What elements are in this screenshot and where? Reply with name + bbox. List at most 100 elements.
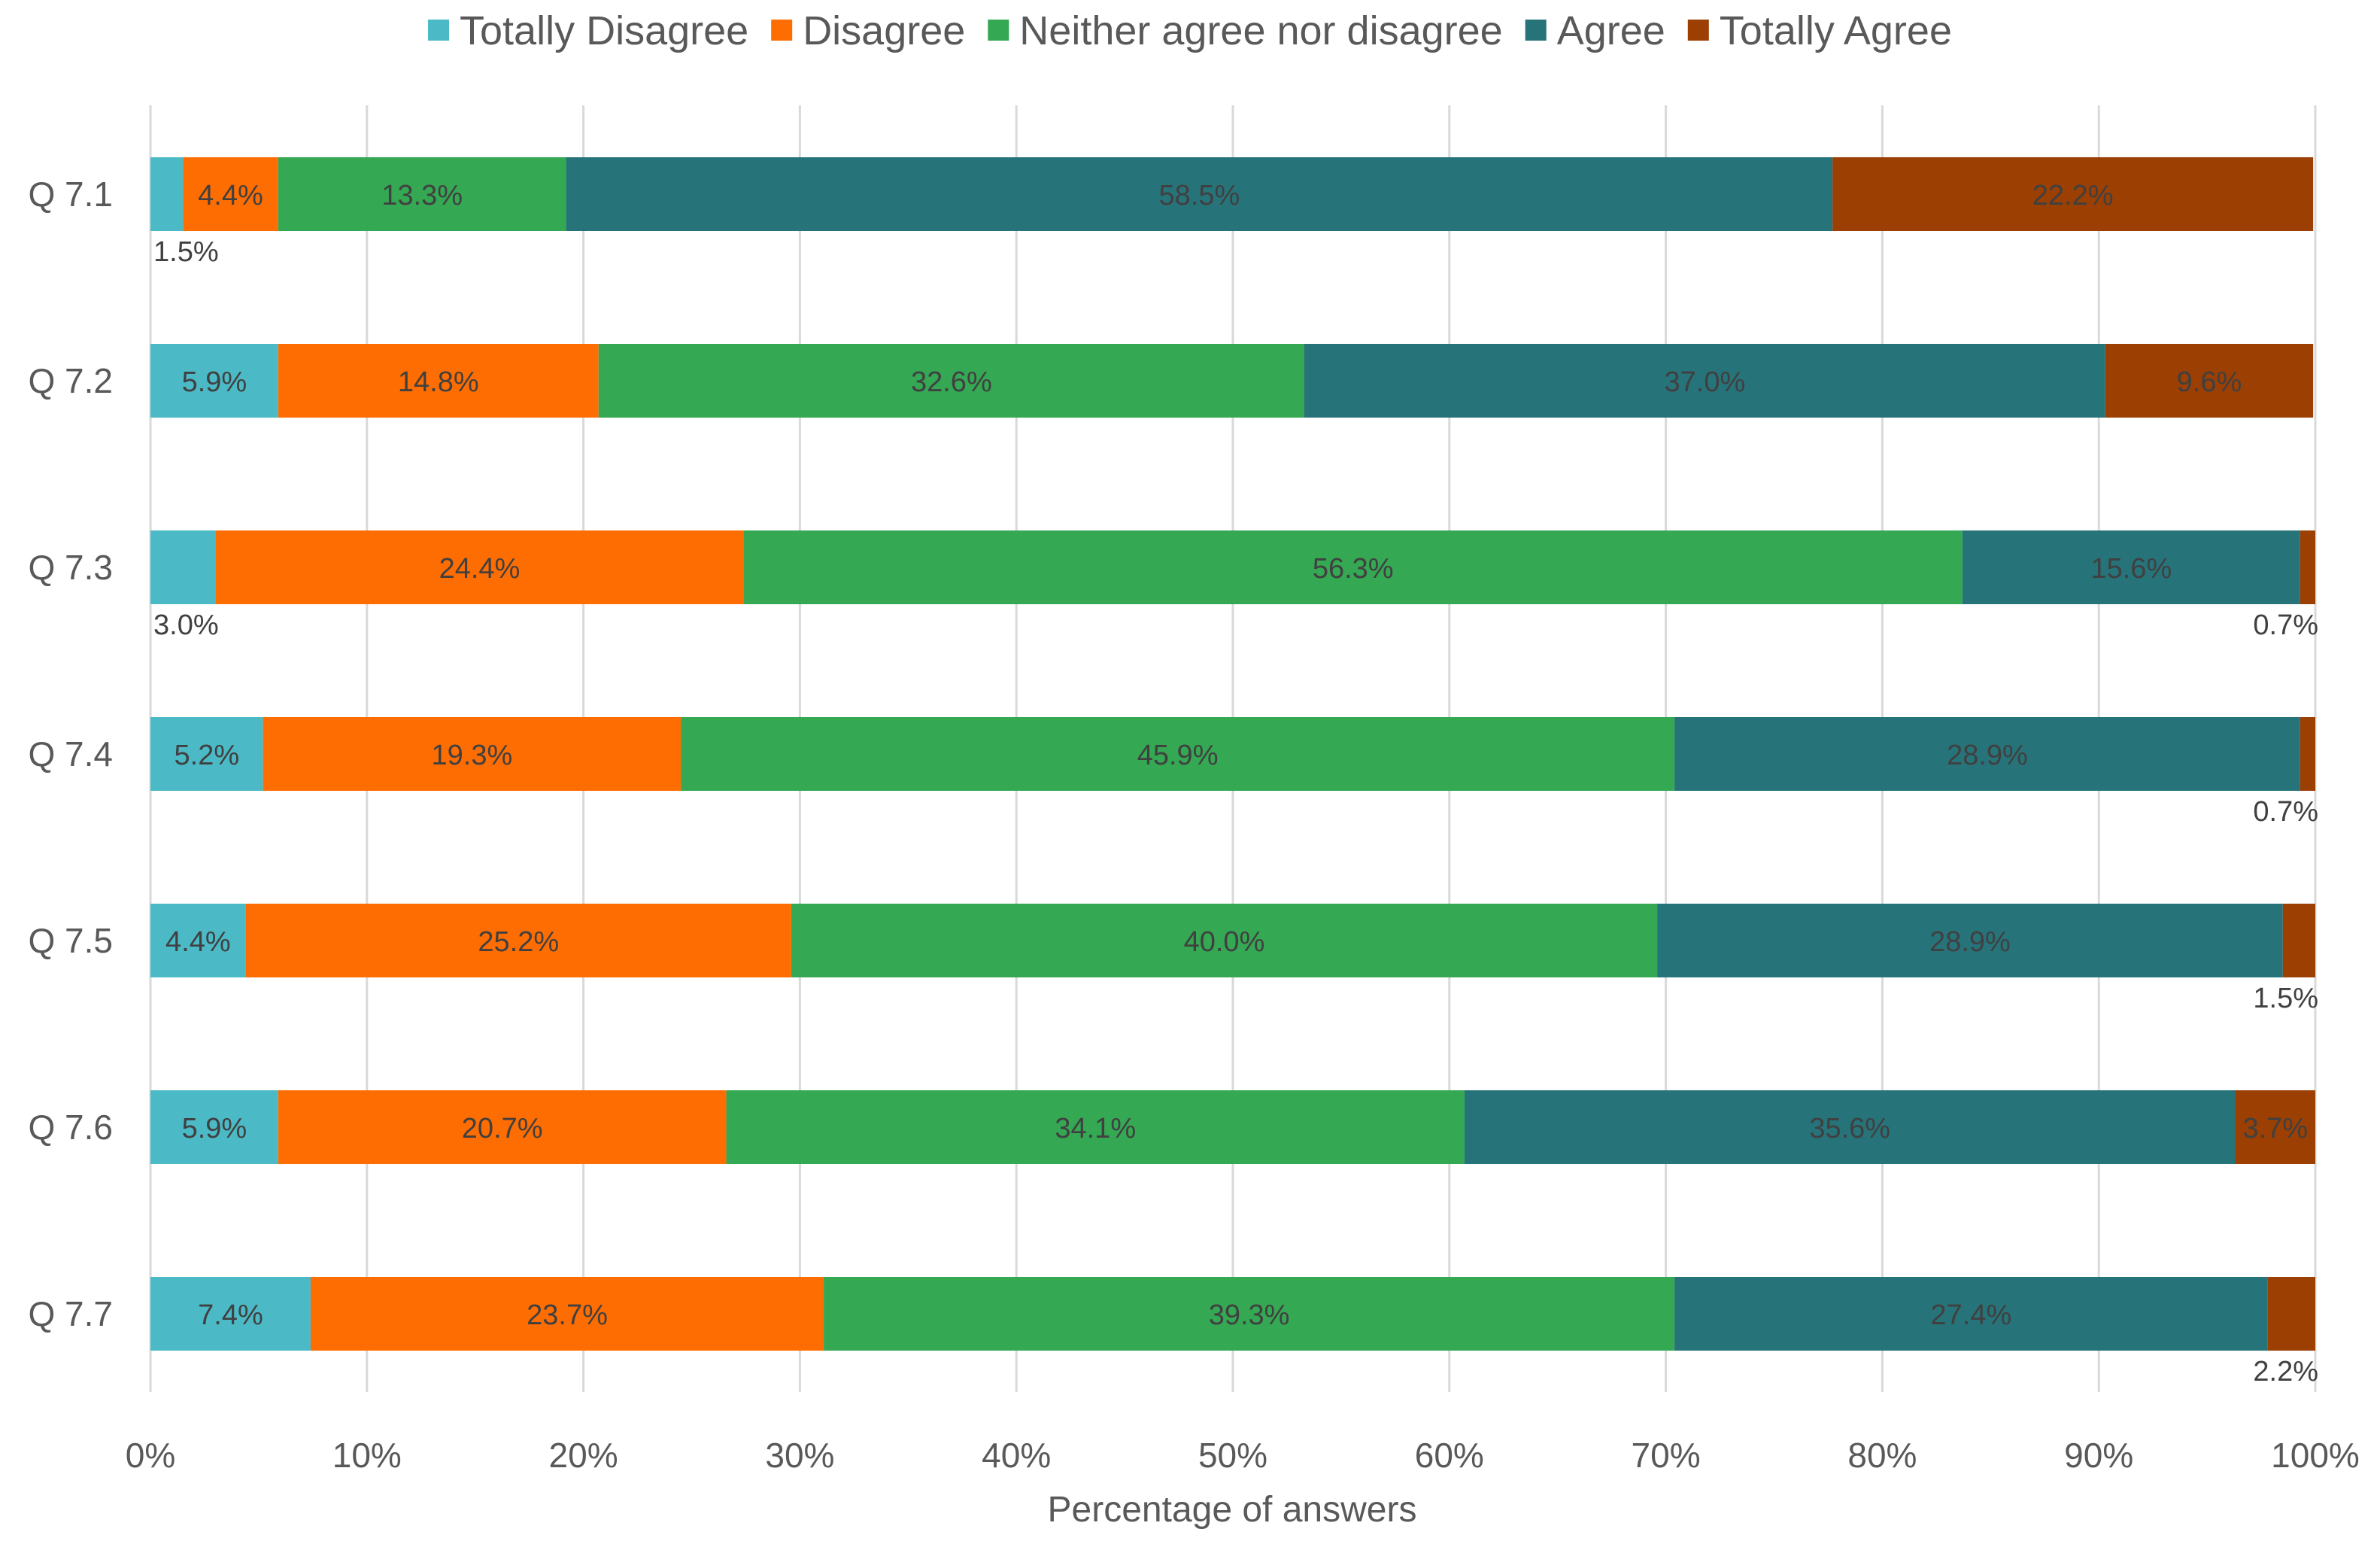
- data-label: 25.2%: [478, 926, 559, 958]
- bar-segment: [681, 717, 1675, 791]
- category-label: Q 7.7: [28, 1294, 113, 1333]
- bar-segment: [2267, 1277, 2315, 1351]
- data-label: 19.3%: [432, 740, 513, 771]
- bar-segment: [263, 717, 682, 791]
- bar-segment: [245, 904, 791, 977]
- data-label: 15.6%: [2090, 553, 2172, 585]
- bar-segment: [150, 1277, 311, 1351]
- bar-segment: [2282, 904, 2315, 977]
- data-label: 28.9%: [1929, 926, 2011, 958]
- bar-segment: [726, 1090, 1465, 1164]
- legend-swatch: [988, 20, 1009, 41]
- x-tick-label: 0%: [126, 1436, 175, 1475]
- data-label: 5.9%: [182, 366, 247, 398]
- data-label: 23.7%: [527, 1299, 608, 1331]
- data-label: 0.7%: [2253, 609, 2318, 641]
- category-label: Q 7.1: [28, 175, 113, 214]
- bar-segment: [2235, 1090, 2315, 1164]
- x-tick-label: 40%: [982, 1436, 1051, 1475]
- data-label: 14.8%: [398, 366, 479, 398]
- data-label: 32.6%: [911, 366, 992, 398]
- x-tick-label: 70%: [1632, 1436, 1701, 1475]
- data-label: 39.3%: [1209, 1299, 1290, 1331]
- data-label: 5.9%: [182, 1113, 247, 1144]
- bar-segment: [1674, 717, 2300, 791]
- data-label: 3.7%: [2242, 1113, 2308, 1144]
- legend-swatch: [428, 20, 450, 41]
- legend-label: Agree: [1557, 8, 1665, 53]
- data-label: 20.7%: [462, 1113, 543, 1144]
- data-label: 58.5%: [1159, 180, 1240, 211]
- legend-label: Totally Agree: [1720, 8, 1952, 53]
- bar-segment: [824, 1277, 1675, 1351]
- bar-segment: [791, 904, 1658, 977]
- data-label: 24.4%: [439, 553, 521, 585]
- data-label: 9.6%: [2177, 366, 2242, 398]
- data-label: 4.4%: [165, 926, 231, 958]
- x-axis-ticks: 0% 10% 20% 30% 40% 50% 60% 70% 80% 90% 100%: [126, 1436, 2360, 1475]
- data-label: 13.3%: [381, 180, 463, 211]
- bar-segment: [150, 717, 263, 791]
- bar-segment: [150, 904, 246, 977]
- data-label: 56.3%: [1313, 553, 1394, 585]
- category-labels: Q 7.1 Q 7.2 Q 7.3 Q 7.4 Q 7.5 Q 7.6 Q 7.7: [28, 175, 113, 1333]
- x-tick-label: 30%: [765, 1436, 834, 1475]
- category-label: Q 7.4: [28, 734, 113, 774]
- bar-segment: [310, 1277, 824, 1351]
- legend-swatch: [771, 20, 793, 41]
- data-label: 2.2%: [2253, 1356, 2318, 1387]
- x-tick-label: 80%: [1847, 1436, 1917, 1475]
- x-tick-label: 90%: [2064, 1436, 2133, 1475]
- bar-segment: [1657, 904, 2283, 977]
- data-label: 28.9%: [1947, 740, 2028, 771]
- x-tick-label: 100%: [2271, 1436, 2360, 1475]
- data-label: 35.6%: [1809, 1113, 1890, 1144]
- data-label: 34.1%: [1055, 1113, 1136, 1144]
- x-tick-label: 20%: [549, 1436, 618, 1475]
- data-label: 7.4%: [198, 1299, 263, 1331]
- bar-segment: [743, 530, 1963, 604]
- x-tick-label: 60%: [1415, 1436, 1484, 1475]
- bar-segment: [1674, 1277, 2268, 1351]
- bar-segment: [2300, 530, 2315, 604]
- bar-segment: [150, 1090, 278, 1164]
- bar-segment: [215, 530, 744, 604]
- category-label: Q 7.2: [28, 361, 113, 400]
- data-label: 1.5%: [2253, 983, 2318, 1014]
- bar-segment: [1962, 530, 2300, 604]
- bar-segment: [150, 157, 184, 231]
- bars: 1.5% 4.4% 13.3% 58.5% 22.2% 5.9% 14.8% 32.6% 37.…: [150, 157, 2318, 1387]
- bar-segment: [278, 344, 599, 418]
- bar-segment: [150, 530, 216, 604]
- data-label: 3.0%: [153, 609, 219, 641]
- bar-segment: [278, 1090, 727, 1164]
- x-tick-label: 10%: [332, 1436, 402, 1475]
- data-label: 45.9%: [1137, 740, 1219, 771]
- data-label: 1.5%: [153, 236, 219, 268]
- bar-segment: [1832, 157, 2314, 231]
- bar-segment: [278, 157, 566, 231]
- bar-segment: [150, 344, 278, 418]
- data-label: 5.2%: [175, 740, 240, 771]
- legend-swatch: [1525, 20, 1547, 41]
- x-axis-title: Percentage of answers: [1048, 1490, 1417, 1530]
- data-label: 37.0%: [1665, 366, 1746, 398]
- category-label: Q 7.5: [28, 921, 113, 960]
- data-label: 4.4%: [198, 180, 263, 211]
- bar-segment: [183, 157, 278, 231]
- legend-label: Totally Disagree: [460, 8, 748, 53]
- legend-swatch: [1687, 20, 1709, 41]
- bar-segment: [2105, 344, 2314, 418]
- bar-segment: [598, 344, 1304, 418]
- x-tick-label: 50%: [1198, 1436, 1267, 1475]
- legend: Totally Disagree Disagree Neither agree no…: [428, 8, 1952, 53]
- category-label: Q 7.6: [28, 1108, 113, 1147]
- bar-segment: [1304, 344, 2105, 418]
- category-label: Q 7.3: [28, 548, 113, 587]
- data-label: 22.2%: [2032, 180, 2114, 211]
- bar-segment: [2300, 717, 2315, 791]
- data-label: 0.7%: [2253, 796, 2318, 828]
- data-label: 27.4%: [1931, 1299, 2012, 1331]
